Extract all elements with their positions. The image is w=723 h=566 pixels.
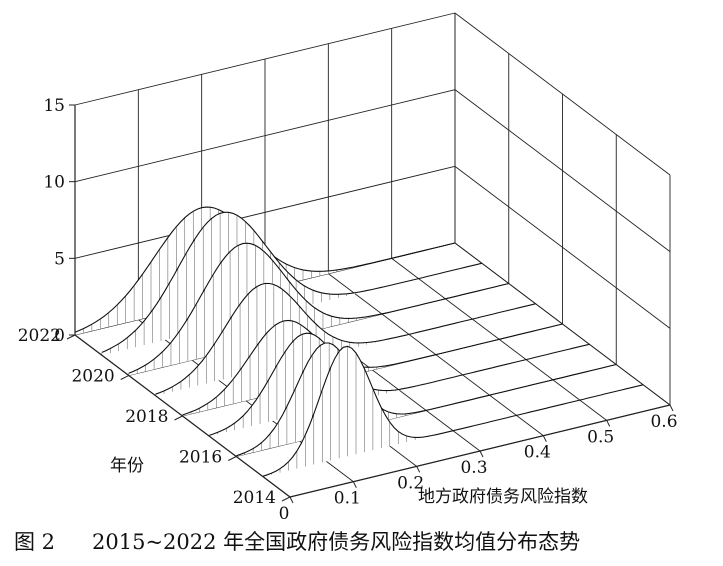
density-curve-2018: [182, 319, 563, 416]
z-tick-label: 5: [54, 249, 65, 269]
x-tick-label: 0.6: [650, 412, 677, 432]
y-tick-label: 2016: [179, 448, 222, 468]
y-tick-mark: [228, 456, 237, 461]
gridline-side-z: [454, 165, 671, 329]
gridline-back-z: [74, 89, 456, 183]
tick-labels: 00.10.20.30.40.50.6201420162018202020220…: [18, 96, 678, 524]
x-tick-label: 0.3: [460, 458, 487, 478]
x-tick-mark: [479, 450, 484, 458]
x-tick-mark: [416, 466, 421, 473]
density-curve-2016: [236, 342, 617, 457]
y-tick-mark: [281, 496, 291, 502]
y-tick-mark: [66, 334, 76, 340]
x-tick-label: 0.4: [524, 443, 551, 463]
density-curve-2020: [128, 242, 509, 374]
y-tick-label: 2018: [125, 407, 168, 427]
z-tick-label: 0: [54, 326, 65, 346]
x-axis-label: 地方政府债务风险指数: [418, 487, 588, 507]
y-tick-label: 2014: [233, 488, 276, 508]
gridline-back-z: [74, 12, 456, 106]
density-curve-2019: [155, 282, 536, 395]
x-tick-label: 0.2: [397, 473, 424, 493]
y-tick-label: 2022: [18, 326, 61, 346]
x-tick-mark: [352, 481, 357, 488]
density-curve-2015: [262, 345, 644, 477]
z-tick-label: 15: [43, 96, 65, 116]
gridline-side-z: [454, 12, 671, 176]
surface-ribbon: [262, 345, 644, 477]
z-tick-label: 10: [43, 173, 65, 193]
y-tick-mark: [120, 375, 129, 380]
figure-caption-text: 2015~2022 年全国政府债务风险指数均值分布态势: [92, 530, 580, 554]
x-tick-label: 0: [279, 504, 290, 524]
ribbon-fill: [263, 346, 644, 477]
density-curve-2017: [209, 332, 590, 436]
surface-mesh: [74, 206, 644, 477]
x-tick-mark: [669, 404, 674, 412]
x-tick-mark: [542, 435, 547, 442]
y-axis-label: 年份: [110, 456, 144, 476]
x-tick-mark: [289, 496, 294, 504]
x-tick-label: 0.5: [587, 427, 614, 447]
x-tick-mark: [606, 420, 611, 427]
density-curve-2021: [101, 211, 483, 353]
gridline-back-z: [74, 165, 456, 259]
y-tick-mark: [174, 415, 183, 421]
gridline-side-z: [454, 89, 671, 253]
y-tick-label: 2020: [71, 367, 114, 387]
x-tick-label: 0.1: [334, 489, 361, 509]
figure-caption-label: 图 2: [14, 530, 55, 554]
